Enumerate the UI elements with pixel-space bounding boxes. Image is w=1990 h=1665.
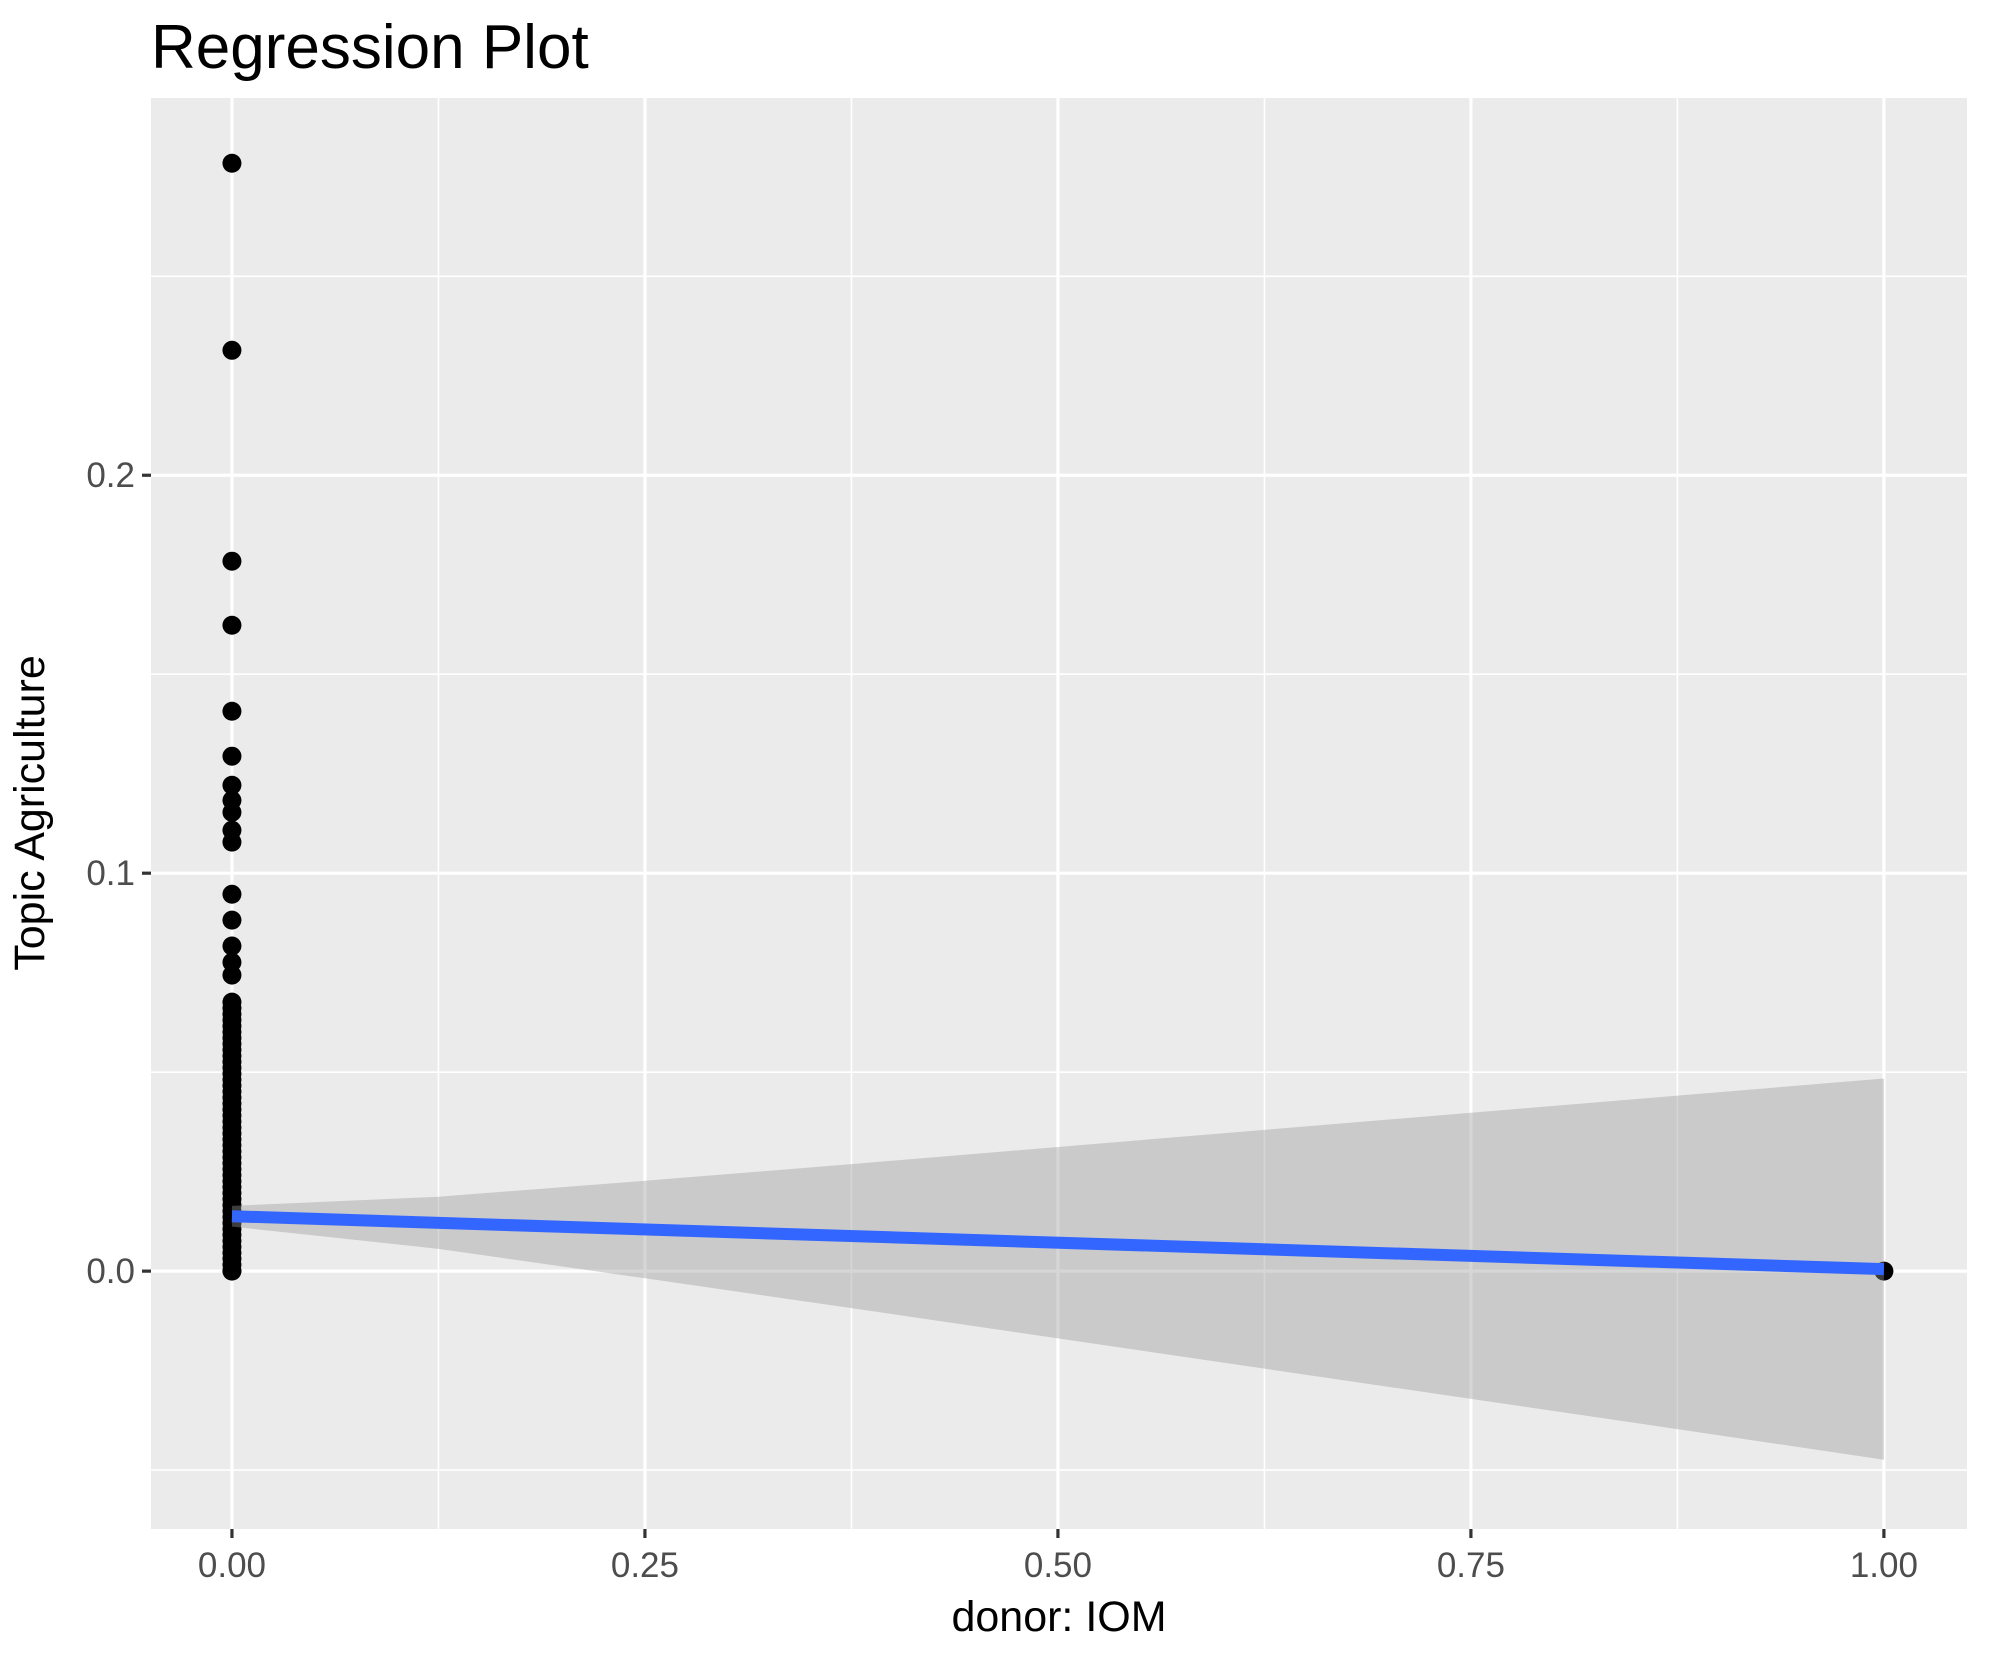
data-point <box>222 965 242 985</box>
major-gridlines <box>151 98 1967 1529</box>
data-point <box>222 775 242 795</box>
data-point <box>222 701 242 721</box>
data-point <box>222 551 242 571</box>
y-axis-title: Topic Agriculture <box>6 655 54 971</box>
data-point <box>222 615 242 635</box>
plot-title: Regression Plot <box>151 13 589 82</box>
data-point <box>222 1261 242 1281</box>
regression-line <box>231 1210 1885 1276</box>
x-tick-label: 1.00 <box>1850 1546 1918 1585</box>
data-point <box>222 802 242 822</box>
x-tick-label: 0.00 <box>198 1546 266 1585</box>
scatter-points <box>222 153 1894 1281</box>
data-point <box>222 832 242 852</box>
data-point <box>222 884 242 904</box>
x-axis-title: donor: IOM <box>951 1593 1166 1641</box>
axis-tick-labels: 0.00 0.25 0.50 0.75 1.00 0.0 0.1 0.2 <box>86 456 1918 1585</box>
y-tick-label: 0.1 <box>86 854 135 893</box>
y-tick-label: 0.2 <box>86 456 135 495</box>
x-tick-label: 0.50 <box>1024 1546 1092 1585</box>
x-tick-label: 0.25 <box>611 1546 679 1585</box>
data-point <box>222 936 242 956</box>
y-tick-label: 0.0 <box>86 1252 135 1291</box>
data-point <box>222 910 242 930</box>
confidence-band <box>231 1078 1884 1460</box>
axis-tick-marks <box>142 473 1886 1538</box>
data-point <box>222 746 242 766</box>
data-point <box>222 340 242 360</box>
x-tick-label: 0.75 <box>1437 1546 1505 1585</box>
data-point <box>222 153 242 173</box>
